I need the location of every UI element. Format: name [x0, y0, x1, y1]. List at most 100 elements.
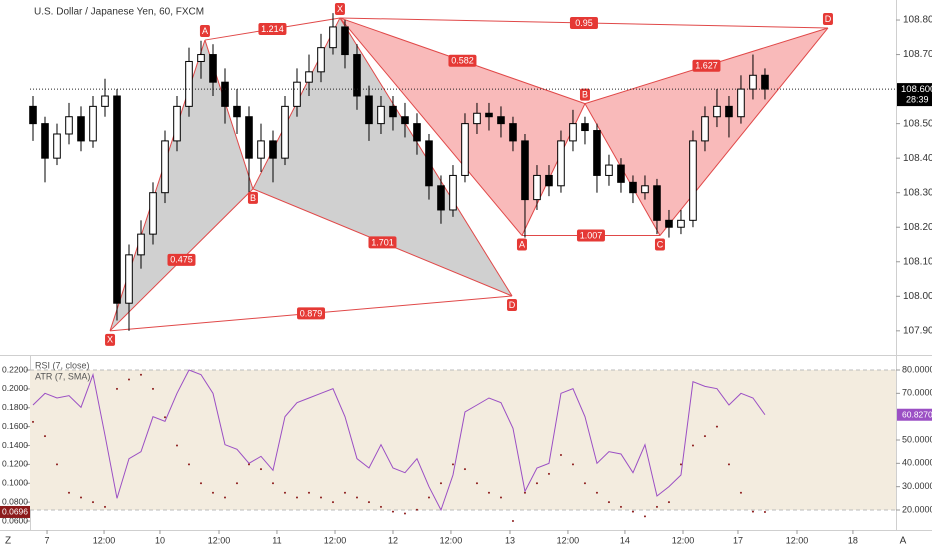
atr-dot — [259, 468, 262, 471]
candle-body — [497, 116, 505, 125]
x-tick-label: 12:00 — [93, 535, 116, 545]
ratio-label: 1.214 — [261, 24, 284, 34]
candle-body — [401, 116, 409, 125]
candle-body — [305, 71, 313, 83]
candle-body — [437, 185, 445, 211]
y-tick-label: 0.1200 — [2, 459, 28, 469]
ratio-label: 1.701 — [371, 237, 394, 247]
pattern-fill — [110, 40, 253, 331]
atr-dot — [307, 491, 310, 494]
candle-body — [725, 105, 733, 118]
candle-body — [581, 123, 589, 132]
ratio-badge — [258, 23, 287, 36]
candle-body — [173, 105, 181, 142]
atr-dot — [115, 387, 118, 390]
atr-dot — [235, 482, 238, 485]
candle-body — [761, 74, 769, 90]
point-badge — [579, 88, 590, 101]
current-value-label: 0.0696 — [2, 507, 28, 517]
x-tick-label: 11 — [272, 535, 281, 545]
point-label: B — [582, 89, 588, 99]
atr-dot — [739, 491, 742, 494]
candle-body — [557, 140, 565, 187]
ratio-badge — [167, 253, 196, 266]
candle-body — [137, 233, 145, 256]
x-tick-label: 12:00 — [557, 535, 580, 545]
x-tick-label: 12 — [388, 535, 398, 545]
candle-body — [353, 54, 361, 97]
point-badge — [105, 333, 116, 346]
atr-dot — [499, 496, 502, 499]
x-tick-label: 13 — [505, 535, 515, 545]
x-tick-label: 17 — [733, 535, 743, 545]
atr-dot — [451, 463, 454, 466]
point-badge — [247, 191, 258, 204]
point-label: X — [107, 335, 113, 345]
atr-dot — [391, 510, 394, 513]
candle-body — [89, 105, 97, 142]
ratio-badge — [368, 236, 397, 249]
atr-dot — [607, 501, 610, 504]
y-tick-label: 0.0600 — [2, 515, 28, 525]
atr-dot — [367, 501, 370, 504]
candle-body — [617, 164, 625, 183]
candle-body — [689, 140, 697, 221]
atr-dot — [475, 482, 478, 485]
atr-dot — [247, 463, 250, 466]
candle-body — [185, 60, 193, 107]
candle-body — [269, 140, 277, 159]
auto-scale-button[interactable]: A — [900, 536, 907, 547]
point-label: D — [825, 14, 832, 24]
candle-body — [329, 26, 337, 49]
point-badge — [822, 12, 833, 25]
x-tick-label: 7 — [45, 535, 50, 545]
y-tick-label: 0.2200 — [2, 364, 28, 374]
candle-body — [221, 81, 229, 107]
candle-body — [569, 123, 577, 142]
point-label: A — [519, 239, 525, 249]
ratio-badge — [692, 59, 721, 72]
scale-button[interactable]: Z — [5, 536, 11, 547]
x-tick-label: 14 — [620, 535, 630, 545]
candle-body — [317, 47, 325, 73]
atr-dot — [583, 482, 586, 485]
y-tick-label: 0.1400 — [2, 440, 28, 450]
candle-body — [425, 140, 433, 187]
x-tick-label: 12:00 — [672, 535, 695, 545]
candle-body — [653, 185, 661, 221]
rsi-line — [32, 369, 766, 512]
candle-body — [365, 95, 373, 125]
pattern-fill — [252, 17, 513, 296]
y2-tick-label: 50.0000 — [902, 434, 932, 444]
candle-body — [545, 174, 553, 187]
atr-dot — [655, 505, 658, 508]
atr-dot — [403, 512, 406, 515]
point-label: B — [250, 193, 256, 203]
candle-body — [701, 116, 709, 142]
y-tick-label: 108.700 — [903, 49, 932, 60]
point-label: A — [202, 26, 208, 36]
y-tick-label: 0.2000 — [2, 383, 28, 393]
candle-body — [257, 140, 265, 159]
atr-dot — [679, 463, 682, 466]
atr-dot — [535, 482, 538, 485]
chart-title: U.S. Dollar / Japanese Yen, 60, FXCM — [34, 7, 204, 18]
pattern-leg — [659, 27, 829, 236]
atr-dot — [667, 501, 670, 504]
atr-dot — [559, 453, 562, 456]
ratio-label: 0.582 — [451, 56, 474, 66]
atr-dot — [571, 463, 574, 466]
current-value-badge — [0, 505, 30, 518]
y-tick-label: 108.100 — [903, 256, 932, 267]
candle-body — [509, 123, 517, 142]
atr-dot — [439, 482, 442, 485]
candle-body — [377, 105, 385, 125]
ratio-badge — [297, 307, 326, 320]
candle-body — [233, 105, 241, 118]
candle-body — [749, 74, 757, 90]
atr-dot — [463, 468, 466, 471]
point-badge — [507, 298, 518, 311]
atr-dot — [43, 435, 46, 438]
atr-dot — [763, 510, 766, 513]
candle-body — [113, 95, 121, 304]
